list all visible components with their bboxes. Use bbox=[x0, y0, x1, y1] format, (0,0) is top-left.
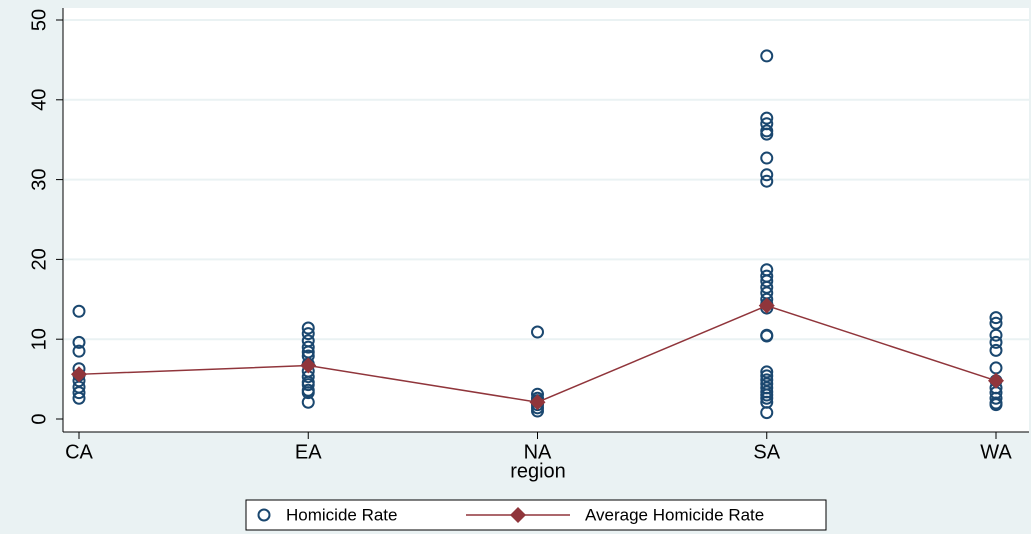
point bbox=[301, 327, 315, 341]
point bbox=[301, 386, 315, 400]
x-tick-label: CA bbox=[65, 441, 93, 463]
point bbox=[72, 344, 86, 358]
point bbox=[989, 311, 1003, 325]
point bbox=[72, 304, 86, 318]
point bbox=[72, 386, 86, 400]
point bbox=[301, 395, 315, 409]
y-tick-label: 40 bbox=[28, 89, 50, 111]
x-tick-label: WA bbox=[980, 441, 1012, 463]
x-tick-label: NA bbox=[524, 441, 552, 463]
point bbox=[760, 174, 774, 188]
average-marker bbox=[71, 366, 87, 383]
point bbox=[301, 378, 315, 392]
y-tick-label: 30 bbox=[28, 168, 50, 190]
x-tick-label: SA bbox=[753, 441, 780, 463]
point bbox=[301, 321, 315, 335]
y-tick-label: 0 bbox=[28, 413, 50, 424]
point bbox=[760, 329, 774, 343]
point bbox=[301, 340, 315, 354]
point bbox=[760, 49, 774, 63]
point bbox=[989, 391, 1003, 405]
x-axis-label: region bbox=[510, 460, 566, 482]
y-tick-label: 20 bbox=[28, 248, 50, 270]
point bbox=[989, 398, 1003, 412]
point bbox=[760, 151, 774, 165]
point bbox=[760, 391, 774, 405]
legend-marker bbox=[257, 508, 271, 522]
point bbox=[989, 335, 1003, 349]
point bbox=[531, 325, 544, 339]
plot-area bbox=[63, 8, 1029, 432]
legend-label: Homicide Rate bbox=[286, 505, 398, 524]
point bbox=[760, 168, 774, 182]
point bbox=[989, 343, 1003, 357]
average-marker bbox=[758, 297, 775, 314]
average-marker bbox=[988, 372, 1004, 389]
x-tick-label: EA bbox=[295, 441, 322, 463]
y-tick-label: 50 bbox=[28, 9, 50, 31]
legend-label: Average Homicide Rate bbox=[585, 505, 764, 524]
y-tick-label: 10 bbox=[28, 328, 50, 350]
point bbox=[989, 328, 1003, 342]
legend-marker bbox=[510, 507, 526, 523]
point bbox=[72, 335, 86, 349]
point bbox=[760, 406, 774, 420]
point bbox=[760, 127, 774, 141]
point bbox=[760, 111, 774, 125]
point bbox=[72, 391, 86, 405]
average-marker bbox=[300, 357, 317, 374]
average-marker bbox=[529, 394, 546, 411]
